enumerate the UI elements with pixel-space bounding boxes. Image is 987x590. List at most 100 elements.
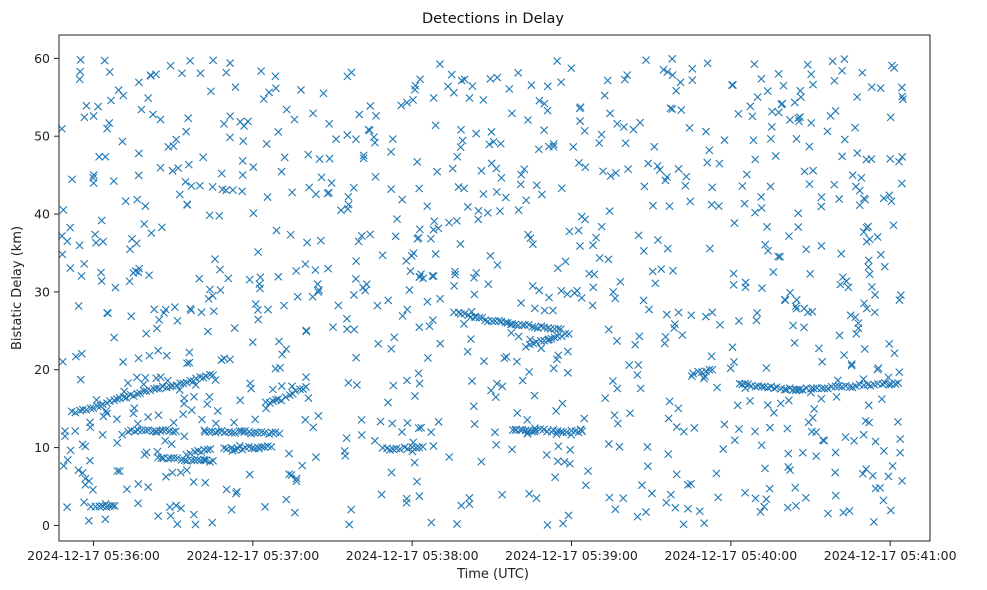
data-point-marker <box>665 397 674 406</box>
marker-stroke <box>126 245 135 254</box>
marker-stroke <box>311 266 320 275</box>
data-point-marker <box>834 382 843 391</box>
marker-stroke <box>135 389 144 398</box>
data-point-marker <box>750 60 759 69</box>
data-point-marker <box>304 394 313 403</box>
data-point-marker <box>621 139 630 148</box>
marker-stroke <box>496 139 505 148</box>
marker-stroke <box>410 85 419 94</box>
marker-stroke <box>860 345 869 353</box>
marker-stroke <box>867 83 876 92</box>
data-point-marker <box>445 218 454 227</box>
marker-stroke <box>871 484 880 493</box>
data-point-marker <box>259 95 268 104</box>
data-point-marker <box>426 234 435 243</box>
data-point-marker <box>681 181 690 190</box>
marker-stroke <box>498 490 507 499</box>
marker-stroke <box>85 477 94 486</box>
data-point-marker <box>184 114 193 123</box>
data-point-marker <box>896 435 905 444</box>
data-point-marker <box>159 308 168 317</box>
marker-stroke <box>734 425 743 433</box>
marker-stroke <box>802 245 811 254</box>
data-point-marker <box>490 428 499 437</box>
data-point-marker <box>216 265 225 274</box>
data-point-marker <box>416 75 425 84</box>
marker-stroke <box>174 164 183 173</box>
marker-stroke <box>211 419 220 428</box>
marker-stroke <box>629 125 638 134</box>
data-point-marker <box>423 202 432 211</box>
marker-stroke <box>860 194 868 203</box>
marker-stroke <box>536 336 545 345</box>
data-point-marker <box>413 234 422 243</box>
marker-stroke <box>403 418 412 427</box>
marker-stroke <box>122 393 131 402</box>
marker-stroke <box>879 194 888 203</box>
marker-stroke <box>551 473 560 482</box>
marker-stroke <box>134 499 143 508</box>
data-point-marker <box>766 182 775 191</box>
data-point-marker <box>344 378 353 387</box>
data-point-marker <box>452 519 461 528</box>
data-point-marker <box>186 304 195 313</box>
marker-stroke <box>156 427 165 436</box>
marker-stroke <box>196 69 205 78</box>
marker-stroke <box>134 149 143 158</box>
data-point-marker <box>488 317 497 326</box>
data-point-marker <box>154 411 163 420</box>
marker-stroke <box>203 400 212 409</box>
marker-stroke <box>580 414 589 423</box>
marker-stroke <box>851 123 860 132</box>
marker-stroke <box>542 450 551 459</box>
marker-stroke <box>855 186 864 195</box>
marker-stroke <box>465 94 474 103</box>
data-point-marker <box>445 453 454 462</box>
marker-stroke <box>195 181 204 190</box>
data-point-marker <box>105 67 114 76</box>
marker-stroke <box>792 385 801 394</box>
marker-stroke <box>571 427 580 436</box>
marker-stroke <box>796 86 805 95</box>
marker-stroke <box>611 169 620 178</box>
marker-stroke <box>840 351 849 360</box>
data-point-marker <box>663 244 672 253</box>
data-point-marker <box>154 346 163 355</box>
data-point-marker <box>868 471 877 480</box>
data-point-marker <box>390 333 399 342</box>
marker-stroke <box>488 317 497 326</box>
marker-stroke <box>413 157 422 166</box>
data-point-marker <box>347 505 356 514</box>
marker-stroke <box>730 219 739 228</box>
marker-stroke <box>293 292 302 301</box>
data-point-marker <box>559 428 568 437</box>
data-point-marker <box>805 142 814 151</box>
data-point-marker <box>625 361 634 370</box>
data-point-marker <box>623 71 632 80</box>
marker-stroke <box>187 406 196 415</box>
data-point-marker <box>757 192 766 201</box>
data-point-marker <box>415 184 424 193</box>
data-point-marker <box>169 427 178 436</box>
marker-stroke <box>140 220 149 228</box>
data-point-marker <box>134 480 143 488</box>
data-point-marker <box>173 454 182 463</box>
marker-stroke <box>59 205 68 214</box>
marker-stroke <box>128 234 136 243</box>
marker-stroke <box>549 364 558 373</box>
marker-stroke <box>137 426 146 435</box>
marker-stroke <box>728 343 737 352</box>
marker-stroke <box>521 342 530 351</box>
data-point-marker <box>76 375 85 384</box>
marker-stroke <box>508 319 517 328</box>
data-point-marker <box>877 395 886 404</box>
data-point-marker <box>209 307 218 316</box>
data-point-marker <box>823 509 832 518</box>
data-point-marker <box>156 115 165 124</box>
marker-stroke <box>161 472 170 481</box>
data-point-marker <box>344 192 353 201</box>
marker-stroke <box>345 520 354 529</box>
data-point-marker <box>166 453 175 462</box>
data-point-marker <box>550 324 559 333</box>
marker-stroke <box>549 140 558 149</box>
